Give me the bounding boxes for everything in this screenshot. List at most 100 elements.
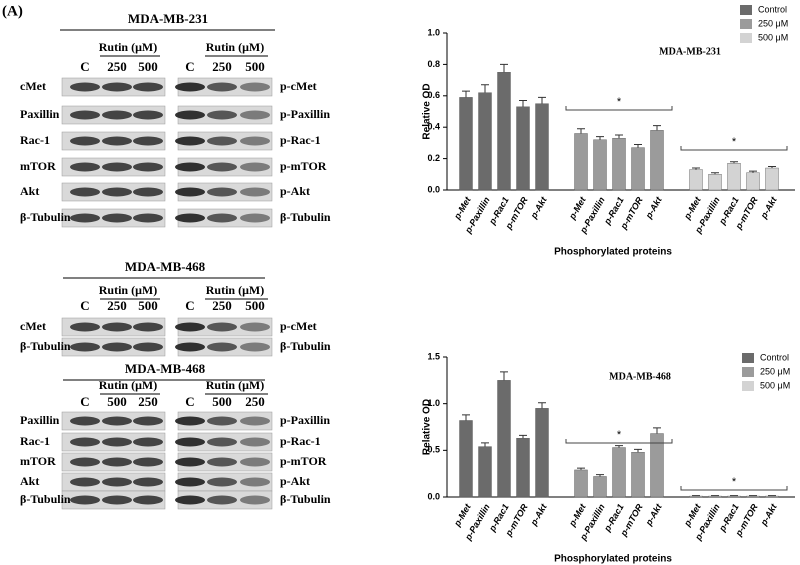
- legend-label: Control: [758, 4, 787, 14]
- y-tick-label: 0.5: [427, 445, 440, 455]
- treatment-header: Rutin (μM): [206, 40, 264, 54]
- bar: [535, 103, 549, 191]
- y-tick-label: 0.4: [427, 122, 440, 132]
- blot-band: [240, 342, 270, 352]
- blot-band: [207, 136, 237, 146]
- blot-band: [175, 495, 205, 505]
- blot-band: [240, 162, 270, 172]
- blot-band: [70, 110, 100, 120]
- blot-band: [240, 213, 270, 223]
- blot-title: MDA-MB-468: [125, 361, 206, 376]
- bar: [459, 420, 473, 498]
- blot-band: [175, 162, 205, 172]
- blot-band: [70, 162, 100, 172]
- blot-band: [102, 457, 132, 467]
- protein-label: β-Tubulin: [20, 210, 71, 224]
- blot-band: [175, 110, 205, 120]
- lane-label: C: [80, 298, 89, 313]
- blot-band: [240, 187, 270, 197]
- blot-band: [133, 162, 163, 172]
- legend-label: 250 μM: [758, 18, 788, 28]
- bar: [478, 92, 492, 191]
- legend-swatch: [742, 381, 754, 391]
- blot-band: [240, 136, 270, 146]
- protein-label: cMet: [20, 79, 46, 93]
- bar: [727, 495, 741, 498]
- bar: [746, 495, 760, 498]
- protein-label: Paxillin: [20, 107, 60, 121]
- error-bar: [500, 63, 508, 73]
- error-bar: [538, 96, 546, 104]
- significance-bracket: [680, 486, 788, 491]
- blot-band: [207, 213, 237, 223]
- significance-bracket: [565, 439, 673, 444]
- blot-band: [175, 457, 205, 467]
- legend-swatch: [740, 33, 752, 43]
- error-bar: [519, 434, 527, 439]
- blot-band: [175, 416, 205, 426]
- blot-band: [133, 457, 163, 467]
- blot-band: [175, 136, 205, 146]
- bar: [746, 172, 760, 191]
- bar: [727, 163, 741, 191]
- blot-band: [102, 437, 132, 447]
- significance-bracket: [680, 146, 788, 151]
- blot-band: [70, 477, 100, 487]
- treatment-header: Rutin (μM): [99, 283, 157, 297]
- blot-band: [70, 457, 100, 467]
- error-bar: [768, 165, 776, 169]
- blot-band: [240, 110, 270, 120]
- lane-label: C: [80, 394, 89, 409]
- bar: [593, 139, 607, 191]
- bar: [708, 495, 722, 498]
- blot-band: [70, 187, 100, 197]
- significance-bracket: [565, 106, 673, 111]
- blot-band: [133, 437, 163, 447]
- error-bar: [577, 128, 585, 134]
- blot-band: [240, 437, 270, 447]
- lane-label: 250: [107, 59, 127, 74]
- blot-band: [102, 162, 132, 172]
- y-tick-label: 1.0: [427, 27, 440, 37]
- x-tick-label: p-Akt: [758, 501, 779, 528]
- y-tick-label: 0.0: [427, 184, 440, 194]
- blot-band: [175, 187, 205, 197]
- blot-band: [240, 495, 270, 505]
- blot-band: [175, 437, 205, 447]
- bar: [516, 106, 530, 191]
- x-tick-label: p-Akt: [758, 194, 779, 221]
- treatment-header: Rutin (μM): [206, 378, 264, 392]
- x-tick-label: p-Akt: [643, 194, 664, 221]
- lane-label: 500: [107, 394, 127, 409]
- blot-band: [207, 457, 237, 467]
- blot-band: [207, 477, 237, 487]
- lane-label: C: [185, 394, 194, 409]
- lane-label: 500: [138, 298, 158, 313]
- significance-star: *: [732, 476, 737, 488]
- error-bar: [615, 134, 623, 139]
- legend-label: 500 μM: [758, 32, 788, 42]
- blot-title: MDA-MB-231: [128, 11, 208, 26]
- blot-band: [70, 416, 100, 426]
- bar: [459, 97, 473, 191]
- blot-band: [207, 342, 237, 352]
- significance-star: *: [617, 96, 622, 108]
- error-bar: [596, 474, 604, 477]
- protein-label: Rac-1: [20, 133, 50, 147]
- treatment-header: Rutin (μM): [206, 283, 264, 297]
- blot-band: [207, 495, 237, 505]
- lane-label: 250: [138, 394, 158, 409]
- blot-band: [70, 437, 100, 447]
- lane-label: 250: [107, 298, 127, 313]
- y-tick-label: 0.6: [427, 90, 440, 100]
- blot-band: [240, 82, 270, 92]
- protein-label: Rac-1: [20, 434, 50, 448]
- y-tick-label: 1.5: [427, 351, 440, 361]
- significance-star: *: [732, 136, 737, 148]
- error-bar: [538, 402, 546, 409]
- lane-label: C: [185, 298, 194, 313]
- protein-label: mTOR: [20, 159, 56, 173]
- error-bar: [730, 161, 738, 164]
- protein-label: β-Tubulin: [280, 210, 331, 224]
- bar: [516, 438, 530, 498]
